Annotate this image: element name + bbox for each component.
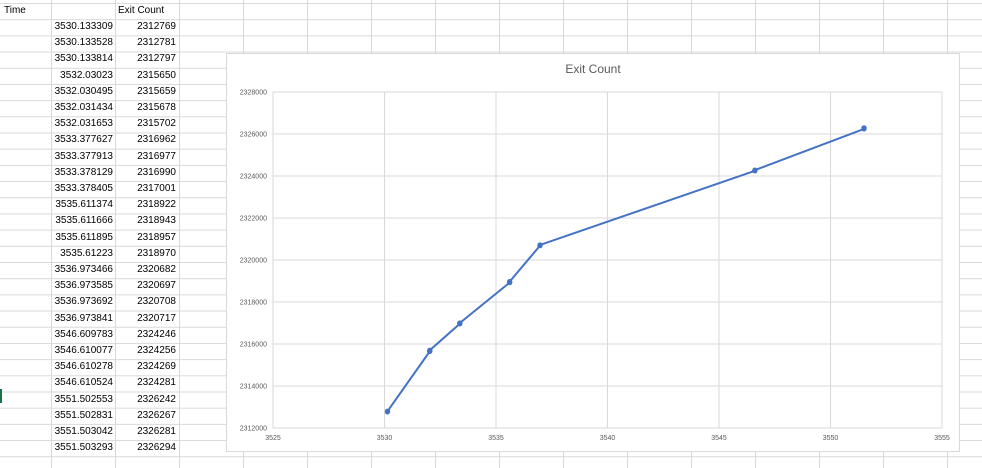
cell-exit-count[interactable]: 2320682 (137, 264, 176, 275)
cell-exit-count[interactable]: 2324269 (137, 361, 176, 373)
cell-time[interactable]: 3536.973466 (54, 264, 113, 275)
cell-time[interactable]: 3551.502831 (54, 409, 113, 421)
cell-exit-count[interactable]: 2312769 (137, 21, 176, 32)
x-tick-label: 3545 (711, 435, 727, 442)
cell-time[interactable]: 3533.377627 (54, 134, 113, 146)
cell-time[interactable]: 3546.610077 (54, 345, 113, 356)
cell-time[interactable]: 3530.133309 (54, 21, 113, 32)
cell-time[interactable]: 3535.611666 (55, 215, 113, 227)
cell-time[interactable]: 3532.031434 (54, 102, 113, 113)
data-point (507, 279, 513, 285)
cell-exit-count[interactable]: 2316990 (137, 166, 176, 178)
cell-exit-count[interactable]: 2318943 (137, 215, 176, 227)
cell-exit-count[interactable]: 2324281 (137, 377, 176, 389)
cell-time[interactable]: 3532.030495 (54, 85, 113, 97)
cell-time[interactable]: 3536.973585 (54, 280, 113, 292)
y-tick-label: 2314000 (240, 384, 267, 391)
cell-exit-count[interactable]: 2320697 (137, 280, 176, 292)
cell-time[interactable]: 3530.133814 (54, 53, 113, 65)
cell-exit-count[interactable]: 2326294 (137, 442, 176, 454)
cell-exit-count[interactable]: 2318922 (137, 199, 176, 211)
series-line (386, 127, 866, 412)
cell-exit-count[interactable]: 2326281 (137, 426, 176, 437)
y-tick-label: 2322000 (240, 216, 267, 223)
cell-exit-count[interactable]: 2315702 (137, 118, 176, 130)
cell-exit-count[interactable]: 2326242 (137, 393, 176, 405)
data-point (457, 320, 463, 326)
cell-exit-count[interactable]: 2320717 (137, 312, 176, 324)
cell-exit-count[interactable]: 2318970 (137, 247, 176, 259)
cell-exit-count[interactable]: 2315659 (137, 85, 176, 97)
x-tick-label: 3555 (934, 435, 950, 442)
cell-time[interactable]: 3546.610524 (54, 377, 113, 389)
x-tick-label: 3540 (600, 435, 616, 442)
data-point (861, 125, 867, 131)
cell-exit-count[interactable]: 2315678 (137, 102, 176, 113)
y-tick-label: 2326000 (240, 132, 267, 139)
data-point (384, 408, 391, 414)
cell-time[interactable]: 3536.973692 (54, 296, 113, 308)
cell-exit-count[interactable]: 2315650 (137, 69, 176, 81)
y-tick-label: 2320000 (240, 258, 267, 265)
cell-exit-count[interactable]: 2324256 (137, 345, 176, 356)
cell-time[interactable]: 3532.03023 (60, 69, 113, 81)
cell-time[interactable]: 3536.973841 (54, 312, 113, 324)
cell-time[interactable]: 3535.61223 (60, 247, 113, 259)
cell-exit-count[interactable]: 2312797 (137, 53, 176, 65)
y-tick-label: 2312000 (240, 426, 267, 433)
chart-plot: 2312000 2314000 2316000 2318000 2320000 23220… (240, 90, 950, 443)
cell-time[interactable]: 3551.502553 (54, 393, 113, 405)
data-point (537, 242, 543, 248)
x-tick-label: 3530 (377, 435, 393, 442)
data-point (752, 167, 758, 173)
cell-time[interactable]: 3551.503293 (54, 442, 113, 454)
cell-time[interactable]: 3533.377913 (54, 150, 113, 162)
cell-exit-count[interactable]: 2324246 (137, 328, 176, 340)
cell-time[interactable]: 3535.611895 (55, 231, 113, 243)
cell-exit-count[interactable]: 2316962 (137, 134, 176, 146)
y-tick-label: 2318000 (240, 300, 267, 307)
line-chart[interactable]: Exit Count 2312000 2314000 2316000 2318000 2… (226, 53, 960, 452)
cell-exit-count[interactable]: 2316977 (137, 150, 176, 162)
chart-title: Exit Count (565, 62, 621, 76)
cell-exit-count[interactable]: 2317001 (137, 183, 176, 194)
header-time[interactable]: Time (4, 5, 26, 16)
cell-exit-count[interactable]: 2312781 (137, 37, 176, 49)
cell-time[interactable]: 3546.609783 (54, 328, 113, 340)
cell-time[interactable]: 3533.378129 (54, 166, 113, 178)
cell-selection-marker (0, 389, 2, 403)
cell-time[interactable]: 3551.503042 (54, 426, 113, 437)
cell-time[interactable]: 3532.031653 (54, 118, 113, 130)
y-tick-label: 2316000 (240, 342, 267, 349)
y-tick-label: 2324000 (240, 174, 267, 181)
cell-exit-count[interactable]: 2326267 (137, 409, 176, 421)
data-point (427, 347, 433, 353)
cell-time[interactable]: 3546.610278 (54, 361, 113, 373)
cell-exit-count[interactable]: 2318957 (137, 231, 176, 243)
x-tick-label: 3535 (488, 435, 504, 442)
cell-exit-count[interactable]: 2320708 (137, 296, 176, 308)
y-tick-label: 2328000 (240, 90, 267, 97)
cell-time[interactable]: 3530.133528 (54, 37, 113, 49)
header-exit-count[interactable]: Exit Count (118, 5, 165, 16)
cell-time[interactable]: 3533.378405 (54, 183, 113, 194)
x-tick-label: 3550 (823, 435, 839, 442)
x-tick-label: 3525 (265, 435, 281, 442)
cell-time[interactable]: 3535.611374 (55, 199, 113, 211)
